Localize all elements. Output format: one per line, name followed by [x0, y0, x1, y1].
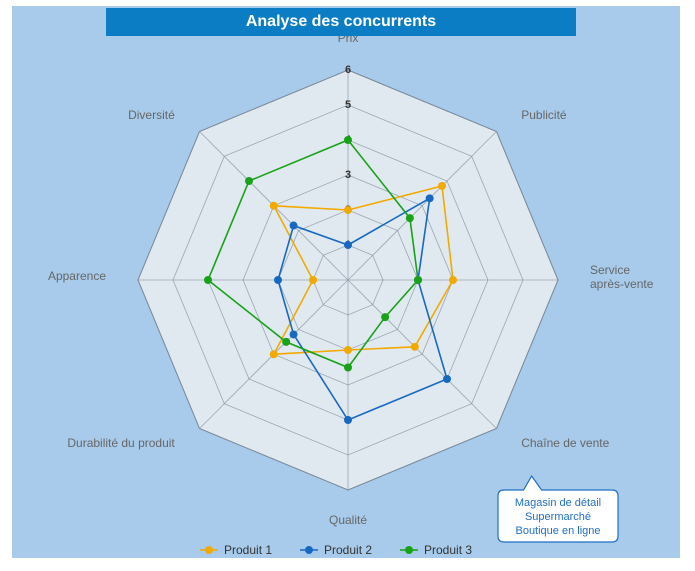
- axis-label: Qualité: [329, 513, 367, 527]
- legend-swatch-marker: [405, 546, 413, 554]
- series-marker: [274, 276, 282, 284]
- series-marker: [344, 206, 352, 214]
- series-marker: [411, 343, 419, 351]
- radar-tick-label: 6: [345, 64, 351, 76]
- series-marker: [309, 276, 317, 284]
- series-marker: [344, 346, 352, 354]
- callout-line: Supermarché: [525, 511, 591, 523]
- radar-chart-svg: 123456PrixPublicitéServiceaprès-venteCha…: [0, 0, 695, 571]
- series-marker: [426, 194, 434, 202]
- series-marker: [344, 364, 352, 372]
- series-marker: [270, 202, 278, 210]
- callout-line: Boutique en ligne: [515, 525, 600, 537]
- series-marker: [270, 350, 278, 358]
- legend-label: Produit 2: [324, 543, 372, 557]
- series-marker: [449, 276, 457, 284]
- radar-chart-container: 123456PrixPublicitéServiceaprès-venteCha…: [0, 0, 695, 571]
- series-marker: [443, 375, 451, 383]
- legend-label: Produit 3: [424, 543, 472, 557]
- axis-label: Diversité: [128, 108, 175, 122]
- series-marker: [290, 222, 298, 230]
- series-marker: [438, 182, 446, 190]
- axis-label: après-vente: [590, 277, 654, 291]
- radar-tick-label: 3: [345, 169, 351, 181]
- series-marker: [344, 416, 352, 424]
- series-marker: [414, 276, 422, 284]
- series-marker: [406, 214, 414, 222]
- series-marker: [290, 330, 298, 338]
- axis-label: Publicité: [521, 108, 567, 122]
- axis-label: Chaîne de vente: [521, 436, 609, 450]
- legend-swatch-marker: [205, 546, 213, 554]
- legend-swatch-marker: [305, 546, 313, 554]
- series-marker: [344, 241, 352, 249]
- series-marker: [245, 177, 253, 185]
- series-marker: [344, 136, 352, 144]
- axis-label: Durabilité du produit: [67, 436, 175, 450]
- series-marker: [381, 313, 389, 321]
- series-marker: [204, 276, 212, 284]
- series-marker: [282, 338, 290, 346]
- legend-label: Produit 1: [224, 543, 272, 557]
- axis-label: Service: [590, 263, 630, 277]
- axis-label: Apparence: [48, 269, 106, 283]
- radar-tick-label: 5: [345, 99, 351, 111]
- callout-line: Magasin de détail: [515, 497, 601, 509]
- chart-title: Analyse des concurrents: [106, 8, 576, 36]
